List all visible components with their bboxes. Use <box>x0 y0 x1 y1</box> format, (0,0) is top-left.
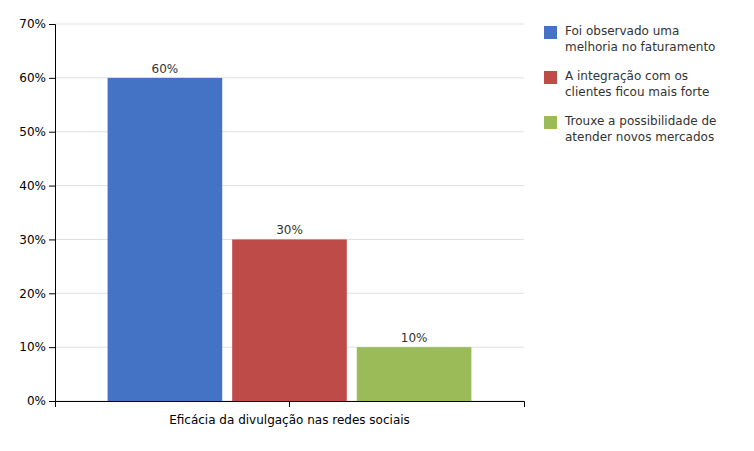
tick-mark <box>49 401 55 402</box>
data-label: 10% <box>401 331 428 345</box>
legend-item: Foi observado uma melhoria no faturament… <box>544 24 744 55</box>
grid-line <box>55 24 524 25</box>
bar <box>108 78 223 401</box>
tick: 20% <box>19 287 55 301</box>
legend-item: Trouxe a possibilidade de atender novos … <box>544 114 744 145</box>
tick-label: 40% <box>19 179 46 193</box>
tick: 10% <box>19 340 55 354</box>
tick-mark <box>289 401 290 407</box>
tick: 70% <box>19 17 55 31</box>
legend-item: A integração com os clientes ficou mais … <box>544 69 744 100</box>
tick-mark <box>49 186 55 187</box>
tick-mark <box>49 347 55 348</box>
data-labels: 60% 30% 10% <box>152 62 428 345</box>
legend: Foi observado uma melhoria no faturament… <box>544 24 744 160</box>
tick-label: 20% <box>19 287 46 301</box>
tick-label: 50% <box>19 125 46 139</box>
tick-mark <box>49 293 55 294</box>
legend-label: Foi observado uma melhoria no faturament… <box>565 24 715 55</box>
legend-label: Trouxe a possibilidade de atender novos … <box>565 114 716 145</box>
legend-swatch <box>544 116 557 129</box>
tick-mark <box>49 132 55 133</box>
tick: 40% <box>19 179 55 193</box>
chart: 60% 30% 10% 0% 10% 20% 30% 40% 50% 60% 70% Eficácia… <box>0 0 754 451</box>
tick-mark <box>49 239 55 240</box>
tick: 60% <box>19 71 55 85</box>
tick-label: 10% <box>19 340 46 354</box>
legend-swatch <box>544 71 557 84</box>
bar <box>357 347 472 401</box>
tick-mark <box>49 24 55 25</box>
tick-label: 0% <box>27 394 46 408</box>
axis-line <box>56 402 525 408</box>
tick: Eficácia da divulgação nas redes sociais <box>169 401 410 427</box>
grid <box>55 24 524 401</box>
tick-label: 60% <box>19 71 46 85</box>
tick-label: Eficácia da divulgação nas redes sociais <box>169 413 410 427</box>
axis-line <box>49 25 56 402</box>
bars <box>108 78 472 401</box>
tick: 50% <box>19 125 55 139</box>
tick-label: 30% <box>19 233 46 247</box>
tick: 0% <box>27 394 55 408</box>
bar <box>232 239 347 401</box>
legend-label: A integração com os clientes ficou mais … <box>565 69 709 100</box>
x-axis: Eficácia da divulgação nas redes sociais <box>56 401 525 427</box>
data-label: 60% <box>152 62 179 76</box>
legend-swatch <box>544 26 557 39</box>
tick-mark <box>49 78 55 79</box>
tick-label: 70% <box>19 17 46 31</box>
tick: 30% <box>19 233 55 247</box>
y-axis: 0% 10% 20% 30% 40% 50% 60% 70% <box>19 17 55 408</box>
data-label: 30% <box>276 223 303 237</box>
